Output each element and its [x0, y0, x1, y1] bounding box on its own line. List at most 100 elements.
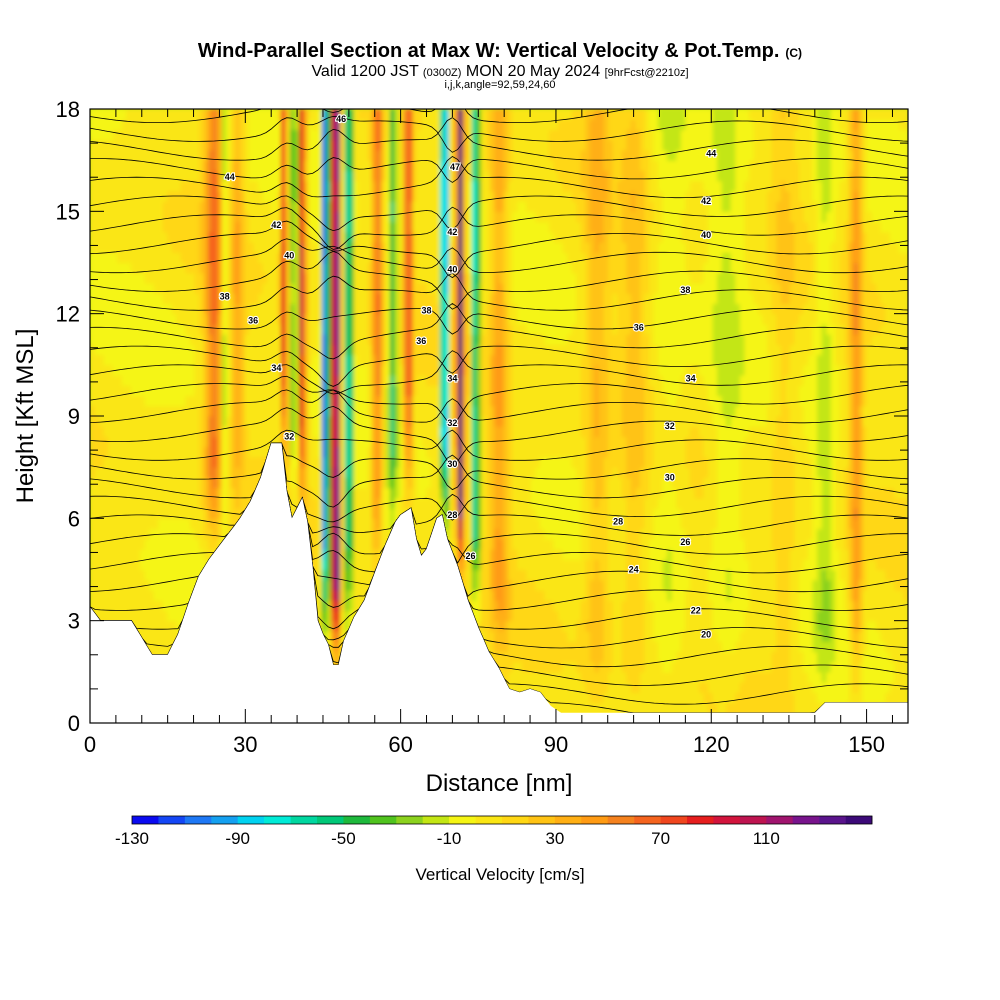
- velocity-cell: [249, 375, 255, 386]
- velocity-cell: [385, 334, 391, 345]
- velocity-cell: [244, 231, 250, 243]
- velocity-cell: [267, 282, 273, 294]
- velocity-cell: [417, 231, 423, 243]
- velocity-cell: [399, 354, 405, 366]
- velocity-cell: [139, 395, 146, 407]
- velocity-cell: [453, 344, 459, 356]
- velocity-cell: [421, 180, 427, 192]
- velocity-cell: [335, 549, 341, 560]
- velocity-cell: [389, 395, 396, 407]
- velocity-cell: [285, 231, 291, 243]
- velocity-cell: [185, 395, 191, 407]
- velocity-cell: [380, 334, 386, 345]
- velocity-cell: [203, 354, 209, 366]
- velocity-cell: [344, 364, 350, 376]
- velocity-cell: [226, 467, 232, 478]
- velocity-cell: [321, 129, 327, 141]
- velocity-cell: [130, 579, 137, 591]
- velocity-cell: [462, 538, 468, 550]
- velocity-cell: [462, 579, 468, 591]
- velocity-cell: [326, 549, 332, 560]
- velocity-cell: [135, 282, 141, 294]
- velocity-cell: [271, 385, 277, 397]
- velocity-cell: [162, 139, 168, 151]
- velocity-cell: [176, 416, 182, 427]
- velocity-cell: [153, 518, 159, 530]
- velocity-cell: [385, 149, 391, 161]
- velocity-cell: [121, 293, 127, 305]
- velocity-cell: [230, 211, 237, 223]
- velocity-cell: [217, 323, 223, 335]
- velocity-cell: [149, 180, 155, 192]
- velocity-cell: [289, 416, 296, 427]
- velocity-cell: [321, 231, 327, 243]
- velocity-cell: [117, 600, 123, 612]
- velocity-cell: [185, 538, 191, 550]
- velocity-cell: [376, 160, 382, 171]
- velocity-cell: [389, 190, 396, 202]
- velocity-cell: [162, 364, 168, 376]
- velocity-cell: [158, 416, 164, 427]
- velocity-cell: [376, 364, 382, 376]
- velocity-cell: [135, 416, 141, 427]
- velocity-cell: [208, 477, 214, 489]
- velocity-cell: [376, 129, 382, 141]
- velocity-cell: [135, 467, 141, 478]
- velocity-cell: [144, 252, 150, 264]
- velocity-cell: [385, 467, 391, 478]
- velocity-cell: [158, 221, 164, 233]
- velocity-cell: [212, 313, 218, 325]
- velocity-cell: [149, 549, 155, 560]
- velocity-cell: [444, 354, 450, 366]
- velocity-cell: [294, 456, 300, 468]
- velocity-cell: [208, 446, 214, 458]
- velocity-cell: [462, 508, 468, 519]
- velocity-cell: [417, 538, 423, 550]
- velocity-cell: [349, 446, 355, 458]
- velocity-cell: [330, 201, 336, 212]
- velocity-cell: [285, 170, 291, 182]
- velocity-cell: [90, 395, 96, 407]
- velocity-cell: [417, 282, 423, 294]
- velocity-cell: [244, 375, 250, 386]
- velocity-cell: [94, 242, 100, 253]
- velocity-cell: [394, 293, 400, 305]
- velocity-cell: [167, 416, 173, 427]
- velocity-cell: [380, 538, 386, 550]
- velocity-cell: [112, 538, 118, 550]
- velocity-cell: [449, 170, 455, 182]
- velocity-cell: [126, 201, 132, 212]
- velocity-cell: [276, 272, 282, 284]
- velocity-cell: [349, 487, 355, 499]
- velocity-cell: [253, 170, 259, 182]
- velocity-cell: [153, 620, 159, 632]
- velocity-cell: [330, 354, 336, 366]
- velocity-cell: [403, 272, 409, 284]
- velocity-cell: [171, 303, 177, 315]
- velocity-cell: [153, 242, 159, 253]
- velocity-cell: [108, 231, 114, 243]
- velocity-cell: [253, 313, 259, 325]
- velocity-cell: [330, 446, 336, 458]
- velocity-cell: [317, 497, 323, 509]
- velocity-cell: [394, 119, 400, 131]
- velocity-cell: [430, 180, 436, 192]
- velocity-cell: [444, 446, 450, 458]
- velocity-cell: [144, 416, 150, 427]
- velocity-cell: [158, 323, 164, 335]
- velocity-cell: [235, 201, 241, 212]
- velocity-cell: [185, 242, 191, 253]
- velocity-cell: [394, 405, 400, 417]
- velocity-cell: [212, 436, 218, 448]
- velocity-cell: [435, 456, 441, 468]
- velocity-cell: [121, 272, 127, 284]
- velocity-cell: [144, 221, 150, 233]
- velocity-cell: [153, 477, 159, 489]
- velocity-cell: [162, 395, 168, 407]
- velocity-cell: [185, 282, 191, 294]
- velocity-cell: [99, 446, 105, 458]
- velocity-cell: [462, 334, 468, 345]
- velocity-cell: [417, 149, 423, 161]
- velocity-cell: [421, 272, 427, 284]
- velocity-cell: [112, 119, 118, 131]
